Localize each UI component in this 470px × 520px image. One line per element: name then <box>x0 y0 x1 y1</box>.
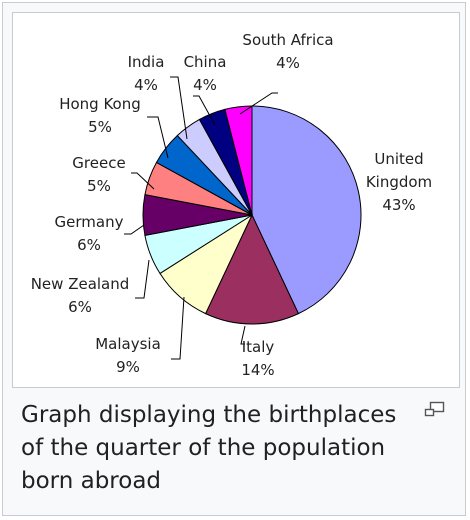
figure-caption: Graph displaying the birthplaces of the … <box>21 402 397 494</box>
slice-value-india: 4% <box>134 76 158 94</box>
slice-value-greece: 5% <box>87 177 111 195</box>
leader-line-south-africa <box>239 92 278 115</box>
pie-slice-united-kingdom <box>251 105 362 315</box>
pie-chart: United Kingdom 43% Italy 14% Malaysia 9% New Ze… <box>31 31 432 379</box>
slice-value-new-zealand: 6% <box>68 298 92 316</box>
slice-value-germany: 6% <box>77 236 101 254</box>
slice-label-germany: Germany <box>55 213 124 231</box>
leader-line-india <box>170 76 188 140</box>
chart-frame[interactable]: United Kingdom 43% Italy 14% Malaysia 9% New Ze… <box>12 12 460 388</box>
slice-label-greece: Greece <box>72 154 125 172</box>
slice-label-new-zealand: New Zealand <box>31 275 130 293</box>
enlarge-icon[interactable] <box>423 401 447 419</box>
slice-label-malaysia: Malaysia <box>95 335 161 353</box>
leader-line-italy <box>240 325 246 345</box>
slice-value-united-kingdom: 43% <box>382 196 415 214</box>
leader-line-china <box>193 95 216 126</box>
figure-thumbnail: United Kingdom 43% Italy 14% Malaysia 9% New Ze… <box>2 2 466 516</box>
slice-label-india: India <box>128 53 165 71</box>
leader-line-hong-kong <box>147 116 169 159</box>
slice-label-united-kingdom: United <box>374 150 423 168</box>
leader-line-germany <box>124 224 145 235</box>
slice-label-south-africa: South Africa <box>242 31 333 49</box>
slice-label-hong-kong: Hong Kong <box>59 95 141 113</box>
slice-value-china: 4% <box>193 76 217 94</box>
leader-line-greece <box>131 172 155 190</box>
leader-line-new-zealand <box>135 259 150 299</box>
slice-value-italy: 14% <box>241 361 274 379</box>
slice-label-china: China <box>184 53 227 71</box>
pie-slice-italy <box>204 213 300 325</box>
slice-value-hong-kong: 5% <box>88 118 112 136</box>
slice-label-italy: Italy <box>242 338 275 356</box>
slice-value-south-africa: 4% <box>276 54 300 72</box>
slice-value-malaysia: 9% <box>116 358 140 376</box>
leader-line-malaysia <box>171 296 185 360</box>
slice-label-united-kingdom: Kingdom <box>366 173 432 191</box>
